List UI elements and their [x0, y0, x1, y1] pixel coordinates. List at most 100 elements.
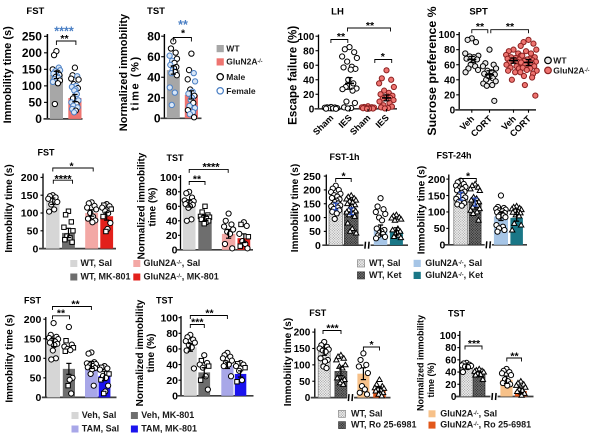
- svg-text:50: 50: [434, 223, 446, 235]
- svg-text:100: 100: [294, 360, 311, 371]
- svg-text:time (%): time (%): [129, 55, 141, 111]
- svg-text:Normalized immobility: Normalized immobility: [137, 152, 148, 259]
- svg-text:60: 60: [445, 355, 457, 366]
- svg-text:*: *: [70, 160, 75, 172]
- svg-text:TAM, Sal: TAM, Sal: [82, 424, 119, 434]
- svg-text:20: 20: [444, 90, 456, 101]
- svg-text:Immobility time (s): Immobility time (s): [2, 26, 14, 124]
- svg-text:***: ***: [468, 338, 481, 350]
- svg-text:100: 100: [22, 79, 42, 93]
- svg-text:Escape failure (%): Escape failure (%): [287, 26, 299, 125]
- svg-text:WT, Sal: WT, Sal: [351, 408, 383, 418]
- svg-text:Veh, MK-801: Veh, MK-801: [141, 410, 194, 420]
- svg-text:40: 40: [303, 75, 315, 86]
- svg-text:****: ****: [202, 162, 220, 174]
- svg-text:**: **: [193, 174, 202, 186]
- svg-text:*: *: [181, 28, 186, 40]
- svg-text:Immobility time (s): Immobility time (s): [4, 314, 15, 402]
- svg-text:80: 80: [444, 45, 456, 56]
- svg-text:200: 200: [24, 314, 42, 326]
- svg-text:20: 20: [147, 91, 161, 105]
- svg-text:time (%): time (%): [426, 362, 436, 397]
- svg-text:0: 0: [154, 112, 161, 126]
- svg-text:60: 60: [444, 60, 456, 71]
- svg-text:40: 40: [445, 368, 457, 379]
- svg-text:**: **: [506, 21, 515, 33]
- svg-text:TST: TST: [167, 153, 185, 163]
- svg-text:50: 50: [29, 96, 43, 110]
- svg-text:WT: WT: [226, 43, 240, 53]
- svg-text:GluN2A-/-, Ro 25-6981: GluN2A-/-, Ro 25-6981: [440, 420, 531, 430]
- svg-text:**: **: [366, 20, 375, 32]
- svg-text:**: **: [178, 18, 188, 32]
- svg-text:0: 0: [451, 392, 457, 403]
- svg-text:20: 20: [166, 375, 178, 387]
- svg-text:0: 0: [440, 240, 446, 252]
- svg-text:**: **: [510, 351, 519, 363]
- svg-text:40: 40: [166, 359, 178, 371]
- svg-text:*: *: [369, 339, 374, 351]
- svg-text:0: 0: [172, 245, 178, 257]
- svg-text:100: 100: [428, 207, 446, 219]
- svg-text:20: 20: [166, 230, 178, 242]
- svg-text:time (%): time (%): [147, 188, 158, 227]
- svg-text:100: 100: [439, 30, 456, 41]
- svg-text:time (%): time (%): [146, 334, 157, 373]
- svg-text:GluN2A-/-: GluN2A-/-: [553, 65, 589, 75]
- svg-text:50: 50: [309, 226, 321, 238]
- svg-text:50: 50: [27, 226, 39, 238]
- svg-text:TST: TST: [156, 295, 174, 305]
- svg-text:Immobility time (s): Immobility time (s): [290, 164, 301, 252]
- svg-text:GluN2A-/-, MK-801: GluN2A-/-, MK-801: [144, 272, 219, 282]
- svg-text:40: 40: [444, 75, 456, 86]
- svg-text:*: *: [466, 171, 471, 183]
- svg-text:100: 100: [440, 331, 457, 342]
- svg-text:LH: LH: [331, 7, 344, 18]
- svg-text:WT, Sal: WT, Sal: [81, 258, 113, 268]
- svg-text:150: 150: [21, 190, 39, 202]
- svg-text:Male: Male: [226, 72, 245, 82]
- svg-text:FST: FST: [24, 295, 42, 305]
- svg-text:250: 250: [303, 171, 321, 183]
- svg-text:FST: FST: [38, 147, 56, 157]
- svg-text:60: 60: [166, 201, 178, 213]
- svg-text:200: 200: [294, 328, 311, 339]
- svg-text:Immobility time (s): Immobility time (s): [4, 164, 15, 252]
- svg-text:150: 150: [428, 190, 446, 202]
- svg-text:0: 0: [305, 393, 311, 404]
- svg-text:FST: FST: [26, 6, 44, 17]
- svg-text:**: **: [60, 33, 69, 45]
- svg-text:200: 200: [428, 174, 446, 186]
- svg-text:GluN2A-/-, Sal: GluN2A-/-, Sal: [144, 258, 201, 268]
- svg-text:**: **: [205, 307, 214, 319]
- svg-text:150: 150: [294, 344, 311, 355]
- svg-text:**: **: [71, 298, 80, 310]
- svg-text:200: 200: [303, 185, 321, 197]
- svg-text:80: 80: [166, 328, 178, 340]
- svg-text:WT, Ket: WT, Ket: [369, 270, 402, 280]
- svg-text:Normalized immobility: Normalized immobility: [118, 13, 130, 131]
- svg-text:FST-1h: FST-1h: [329, 152, 359, 162]
- svg-text:0: 0: [32, 243, 38, 255]
- svg-text:100: 100: [298, 32, 315, 43]
- svg-text:FST-24h: FST-24h: [436, 151, 471, 161]
- svg-text:**: **: [476, 21, 485, 33]
- svg-text:GluN2A-/-, Sal: GluN2A-/-, Sal: [440, 408, 497, 418]
- svg-text:0: 0: [172, 391, 178, 403]
- svg-text:150: 150: [24, 334, 42, 346]
- svg-text:100: 100: [160, 172, 178, 184]
- svg-text:Normalized immobility: Normalized immobility: [416, 315, 426, 411]
- svg-text:60: 60: [166, 344, 178, 356]
- svg-text:GluN2A-/-, Sal: GluN2A-/-, Sal: [425, 258, 482, 268]
- svg-text:60: 60: [303, 61, 315, 72]
- svg-text:WT, MK-801: WT, MK-801: [81, 272, 131, 282]
- svg-text:80: 80: [303, 46, 315, 57]
- svg-text:SPT: SPT: [469, 7, 488, 18]
- svg-text:100: 100: [160, 312, 178, 324]
- svg-text:150: 150: [303, 199, 321, 211]
- svg-text:***: ***: [326, 322, 339, 334]
- svg-text:0: 0: [315, 240, 321, 252]
- svg-text:0: 0: [309, 104, 315, 115]
- svg-text:Immobility time (s): Immobility time (s): [417, 166, 428, 254]
- svg-text:0: 0: [35, 112, 42, 126]
